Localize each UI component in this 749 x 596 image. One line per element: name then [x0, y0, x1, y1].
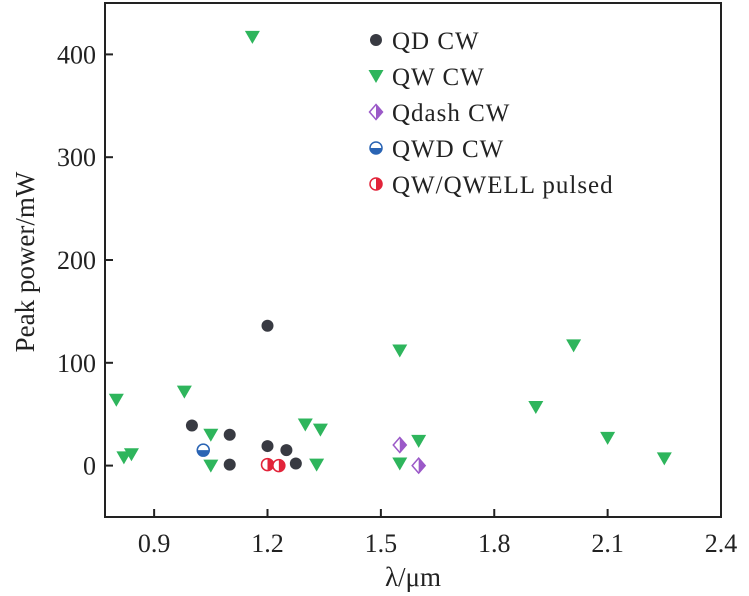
legend-label: Qdash CW — [392, 100, 510, 127]
y-axis-title: Peak power/mW — [10, 171, 40, 352]
data-point — [108, 393, 124, 407]
legend-marker — [369, 177, 383, 191]
data-point — [261, 319, 274, 332]
data-point — [223, 458, 236, 471]
x-axis-title: λ/μm — [385, 562, 441, 592]
legend-label: QW CW — [392, 64, 485, 91]
y-tick-label: 300 — [57, 143, 96, 172]
data-point — [392, 457, 408, 471]
data-point — [203, 459, 219, 473]
data-point — [260, 457, 275, 472]
legend-marker — [368, 70, 384, 83]
x-tick-label: 0.9 — [138, 529, 171, 558]
data-point — [528, 401, 544, 415]
data-point — [309, 458, 325, 472]
data-point — [203, 428, 219, 442]
data-point — [223, 428, 236, 441]
y-tick-label: 400 — [57, 40, 96, 69]
x-tick-label: 1.8 — [478, 529, 511, 558]
data-point — [411, 434, 427, 448]
data-point — [123, 448, 139, 462]
data-point — [600, 431, 616, 445]
data-point — [656, 452, 672, 466]
data-point — [261, 440, 274, 453]
x-axis: 0.9 1.2 1.5 1.8 2.1 2.4 — [138, 509, 737, 558]
data-point — [176, 385, 192, 399]
data-point — [411, 456, 427, 475]
data-point — [280, 444, 293, 457]
data-points — [108, 30, 672, 475]
x-tick-label: 2.4 — [705, 529, 738, 558]
y-axis: 0 100 200 300 400 — [57, 40, 113, 481]
data-point — [392, 344, 408, 358]
legend-label: QWD CW — [392, 136, 504, 163]
data-point — [297, 418, 313, 432]
legend: QD CW QW CW Qdash CW QWD CW QW/QWELL pulsed — [368, 28, 614, 199]
data-point — [289, 457, 302, 470]
data-point — [272, 458, 286, 473]
data-point — [185, 419, 198, 432]
y-tick-label: 100 — [57, 349, 96, 378]
data-point — [244, 30, 260, 44]
x-tick-label: 1.2 — [251, 529, 284, 558]
data-point — [392, 436, 408, 454]
data-point — [196, 443, 211, 457]
data-point — [312, 423, 328, 437]
legend-label: QW/QWELL pulsed — [392, 172, 614, 199]
legend-marker — [369, 141, 383, 155]
x-tick-label: 1.5 — [365, 529, 398, 558]
data-point — [566, 339, 582, 353]
legend-label: QD CW — [392, 28, 480, 55]
y-tick-label: 0 — [83, 452, 96, 481]
x-tick-label: 2.1 — [591, 529, 624, 558]
legend-marker — [370, 34, 382, 46]
legend-marker — [368, 103, 384, 121]
y-tick-label: 200 — [57, 246, 96, 275]
